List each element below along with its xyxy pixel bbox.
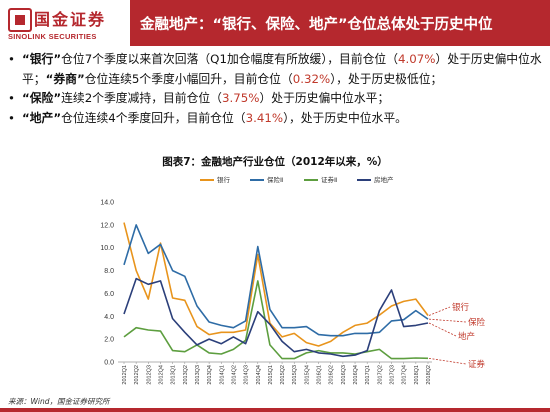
bullet-text: 连续2个季度减持，目前仓位（ xyxy=(61,91,222,106)
x-tick-label: 2012Q4 xyxy=(158,365,164,385)
highlight-value: 0.32% xyxy=(292,71,331,86)
x-tick-label: 2013Q4 xyxy=(207,365,213,385)
end-label-pointer xyxy=(428,357,467,365)
bullet-text: ），处于历史中位水平。 xyxy=(283,110,407,125)
x-tick-label: 2012Q3 xyxy=(146,365,152,385)
x-tick-label: 2012Q1 xyxy=(122,365,128,385)
legend-item: 证券Ⅱ xyxy=(304,174,337,184)
series-line-2 xyxy=(123,280,429,360)
x-tick-label: 2017Q3 xyxy=(390,365,396,385)
x-tick-label: 2017Q1 xyxy=(365,365,371,385)
bullet-text: ）处于历史偏中位水平； xyxy=(22,52,542,86)
source-note: 来源：Wind，国金证券研究所 xyxy=(8,397,110,406)
highlight-value: 3.41% xyxy=(245,110,284,125)
header-bar: 国金证券 SINOLINK SECURITIES 金融地产：“银行、保险、地产”… xyxy=(0,0,550,46)
y-tick-label: 0.0 xyxy=(104,360,114,367)
end-label: 证券 xyxy=(468,359,486,370)
x-tick-label: 2012Q2 xyxy=(134,365,140,385)
series-line-0 xyxy=(123,222,429,347)
x-tick-label: 2016Q4 xyxy=(353,365,359,385)
end-label: 银行 xyxy=(452,302,470,313)
x-tick-label: 2015Q4 xyxy=(304,365,310,385)
bullet-text: ）处于历史偏中位水平； xyxy=(259,91,390,106)
bullet-text: ），处于历史极低位； xyxy=(330,71,443,86)
end-label-pointer xyxy=(428,318,467,323)
bullet-keyword: “保险” xyxy=(22,91,62,106)
y-tick-label: 6.0 xyxy=(104,291,114,298)
legend-swatch xyxy=(357,179,371,181)
series-line-3 xyxy=(123,277,429,358)
bullet-keyword: “券商” xyxy=(45,71,85,86)
end-label-pointer xyxy=(428,322,457,337)
x-tick-label: 2018Q2 xyxy=(426,365,432,385)
bullet-item: “银行”仓位7个季度以来首次回落（Q1加仓幅度有所放缓），目前仓位（4.07%）… xyxy=(8,50,546,89)
x-tick-label: 2017Q2 xyxy=(377,365,383,385)
x-tick-label: 2016Q2 xyxy=(329,365,335,385)
end-label: 保险 xyxy=(468,317,486,328)
legend-label: 房地产 xyxy=(374,176,394,184)
bullet-item: “保险”连续2个季度减持，目前仓位（3.75%）处于历史偏中位水平； xyxy=(8,89,546,109)
y-tick-label: 8.0 xyxy=(104,268,114,275)
y-tick-label: 12.0 xyxy=(100,222,114,229)
x-tick-label: 2014Q1 xyxy=(219,365,225,385)
x-tick-label: 2015Q2 xyxy=(280,365,286,385)
legend-item: 保险Ⅱ xyxy=(250,174,283,184)
x-tick-label: 2014Q2 xyxy=(231,365,237,385)
legend-item: 房地产 xyxy=(357,174,394,184)
bullet-text: 仓位7个季度以来首次回落（Q1加仓幅度有所放缓），目前仓位（ xyxy=(61,52,399,66)
legend-label: 证券Ⅱ xyxy=(321,176,338,184)
legend-item: 银行 xyxy=(200,174,230,184)
x-tick-label: 2015Q3 xyxy=(292,365,298,385)
bullet-keyword: “地产” xyxy=(22,110,62,125)
bottom-rule xyxy=(0,408,550,412)
logo-mark-icon xyxy=(8,8,32,32)
x-tick-label: 2013Q1 xyxy=(171,365,177,385)
x-tick-label: 2018Q1 xyxy=(414,365,420,385)
x-tick-label: 2015Q1 xyxy=(268,365,274,385)
chart-title: 图表7：金融地产行业仓位（2012年以来，%） xyxy=(162,156,388,168)
x-tick-label: 2017Q4 xyxy=(402,365,408,385)
bullet-text: 仓位连续4个季度回升，目前仓位（ xyxy=(61,110,246,125)
bullet-text: 仓位连续5个季度小幅回升，目前仓位（ xyxy=(84,71,293,86)
y-tick-label: 10.0 xyxy=(100,245,114,252)
x-tick-label: 2016Q3 xyxy=(341,365,347,385)
bullet-list: “银行”仓位7个季度以来首次回落（Q1加仓幅度有所放缓），目前仓位（4.07%）… xyxy=(8,50,546,128)
x-tick-label: 2013Q3 xyxy=(195,365,201,385)
end-label-pointer xyxy=(428,306,451,316)
legend-label: 银行 xyxy=(217,176,230,184)
page-title: 金融地产：“银行、保险、地产”仓位总体处于历史中位 xyxy=(140,17,493,33)
x-tick-label: 2013Q2 xyxy=(183,365,189,385)
y-tick-label: 14.0 xyxy=(100,200,114,207)
logo-text-en: SINOLINK SECURITIES xyxy=(8,32,97,41)
x-tick-label: 2016Q1 xyxy=(317,365,323,385)
logo: 国金证券 SINOLINK SECURITIES xyxy=(0,0,130,46)
y-tick-label: 4.0 xyxy=(104,314,114,321)
logo-text-cn: 国金证券 xyxy=(34,10,107,29)
legend-label: 保险Ⅱ xyxy=(267,176,284,184)
highlight-value: 3.75% xyxy=(221,91,260,106)
x-tick-label: 2014Q4 xyxy=(256,365,262,385)
series-line-1 xyxy=(123,224,429,337)
bullet-keyword: “银行” xyxy=(22,52,62,66)
x-tick-label: 2014Q3 xyxy=(244,365,250,385)
legend-swatch xyxy=(200,179,214,181)
legend-swatch xyxy=(250,179,264,181)
bullet-item: “地产”仓位连续4个季度回升，目前仓位（3.41%），处于历史中位水平。 xyxy=(8,109,546,129)
y-tick-label: 2.0 xyxy=(104,337,114,344)
end-label: 地产 xyxy=(458,331,475,342)
legend-swatch xyxy=(304,179,318,181)
highlight-value: 4.07% xyxy=(398,52,436,66)
